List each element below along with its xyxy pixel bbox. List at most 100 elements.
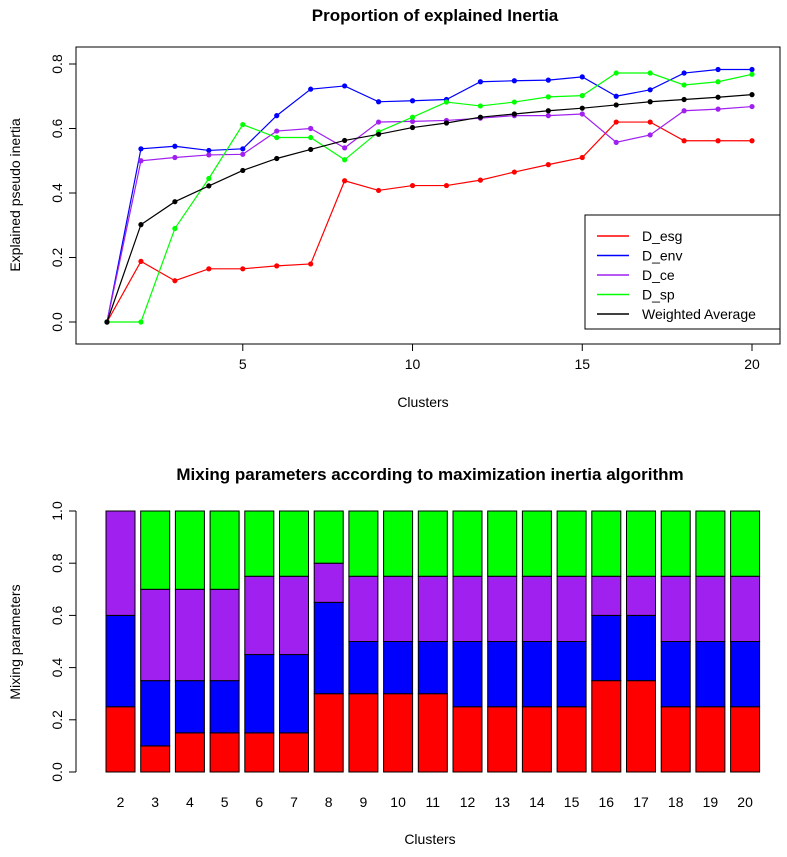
chart2-y-axis-label: Mixing parameters xyxy=(7,584,23,699)
bar-segment xyxy=(209,588,240,682)
data-point xyxy=(443,99,450,105)
bar-segment xyxy=(556,575,587,642)
bar-segment xyxy=(695,706,726,773)
data-point xyxy=(172,225,178,232)
bar-segment xyxy=(244,732,275,773)
series-line-d-ce xyxy=(106,105,753,323)
data-point xyxy=(409,124,416,131)
bar-segment xyxy=(660,575,691,642)
bar-segment xyxy=(209,680,240,734)
chart2-x-tick-label: 11 xyxy=(426,794,441,810)
data-point xyxy=(138,319,144,325)
data-point xyxy=(647,70,653,76)
chart2-x-tick-label: 7 xyxy=(290,794,298,810)
bar-segment xyxy=(487,641,518,708)
data-point xyxy=(308,261,314,267)
bar-segment xyxy=(452,510,483,577)
chart2-y-axis: 0.0 0.2 0.4 0.6 0.8 1.0 xyxy=(49,501,77,782)
data-point xyxy=(308,134,314,141)
data-point xyxy=(138,258,144,264)
data-point xyxy=(715,106,721,112)
chart2-x-tick-label: 18 xyxy=(668,794,684,810)
data-point xyxy=(443,120,450,126)
chart1-legend: D_esg D_env D_ce D_sp Weighted Average xyxy=(584,214,781,330)
chart1-y-axis: 0.0 0.2 0.4 0.6 0.8 xyxy=(49,54,77,332)
bar-segment xyxy=(174,732,205,773)
legend-label: Weighted Average xyxy=(642,306,756,322)
chart2-x-tick-label: 5 xyxy=(221,794,229,810)
data-point xyxy=(579,111,585,117)
chart1-x-tick-label: 15 xyxy=(574,356,590,372)
chart1-y-tick-label: 0.8 xyxy=(49,54,65,74)
bar-segment xyxy=(174,680,205,734)
data-point xyxy=(206,183,212,189)
bar-segment xyxy=(417,510,448,577)
bar-segment xyxy=(105,614,136,708)
chart2-x-tick-label: 17 xyxy=(633,794,649,810)
bar-segment xyxy=(209,510,240,590)
data-point xyxy=(240,122,246,128)
chart2-y-tick-label: 0.2 xyxy=(49,710,65,730)
bar-segment xyxy=(730,510,761,577)
data-point xyxy=(409,182,416,189)
data-point xyxy=(477,177,484,183)
chart2-x-tick-label: 6 xyxy=(255,794,263,810)
data-point xyxy=(681,96,687,103)
bar-segment xyxy=(348,693,379,773)
data-point xyxy=(138,222,144,228)
bar-segment xyxy=(695,510,726,577)
bar-segment xyxy=(556,641,587,708)
chart1-y-tick-label: 0.6 xyxy=(49,119,65,139)
bar-segment xyxy=(556,706,587,773)
chart1-x-tick-label: 10 xyxy=(405,356,421,372)
chart2-y-tick-label: 1.0 xyxy=(49,501,65,521)
data-point xyxy=(240,146,246,152)
data-point xyxy=(477,103,484,109)
bar-segment xyxy=(244,654,275,734)
data-point xyxy=(443,182,450,189)
data-point xyxy=(715,94,721,100)
mixing-parameters-chart: Mixing parameters according to maximizat… xyxy=(7,465,761,847)
chart2-x-tick-label: 4 xyxy=(186,794,194,810)
chart2-x-tick-label: 10 xyxy=(390,794,406,810)
bar-segment xyxy=(730,706,761,773)
chart2-x-tick-label: 20 xyxy=(737,794,753,810)
chart2-x-tick-label: 19 xyxy=(703,794,719,810)
bar-segment xyxy=(556,510,587,577)
bar-segment xyxy=(626,575,656,616)
bar-segment xyxy=(140,510,171,590)
data-point xyxy=(206,175,212,182)
data-point xyxy=(274,155,280,162)
bar-segment xyxy=(417,693,448,773)
bar-segment xyxy=(105,510,136,616)
chart2-y-tick-label: 0.8 xyxy=(49,553,65,573)
bar-segment xyxy=(279,510,309,577)
bar-segment xyxy=(452,575,483,642)
chart2-y-tick-label: 0.4 xyxy=(49,658,65,678)
bar-segment xyxy=(487,510,518,577)
data-point xyxy=(308,86,314,92)
data-point xyxy=(274,128,280,134)
bar-segment xyxy=(313,562,344,603)
data-point xyxy=(647,119,653,125)
data-point xyxy=(172,154,178,161)
series-line-d-sp xyxy=(107,72,753,323)
data-point xyxy=(342,178,348,184)
data-point xyxy=(375,99,382,105)
data-point xyxy=(172,278,178,284)
bar-segment xyxy=(591,575,622,616)
bar-segment xyxy=(521,510,552,577)
bar-segment xyxy=(348,510,379,577)
data-point xyxy=(647,87,653,93)
data-point xyxy=(138,146,144,152)
data-point xyxy=(647,99,653,105)
data-point xyxy=(613,139,619,145)
data-point xyxy=(409,98,416,104)
bar-segment xyxy=(244,575,275,656)
bar-segment xyxy=(452,706,483,773)
data-point xyxy=(511,111,517,117)
chart2-x-tick-label: 16 xyxy=(599,794,615,810)
bar-segment xyxy=(626,614,656,682)
data-point xyxy=(375,131,382,137)
